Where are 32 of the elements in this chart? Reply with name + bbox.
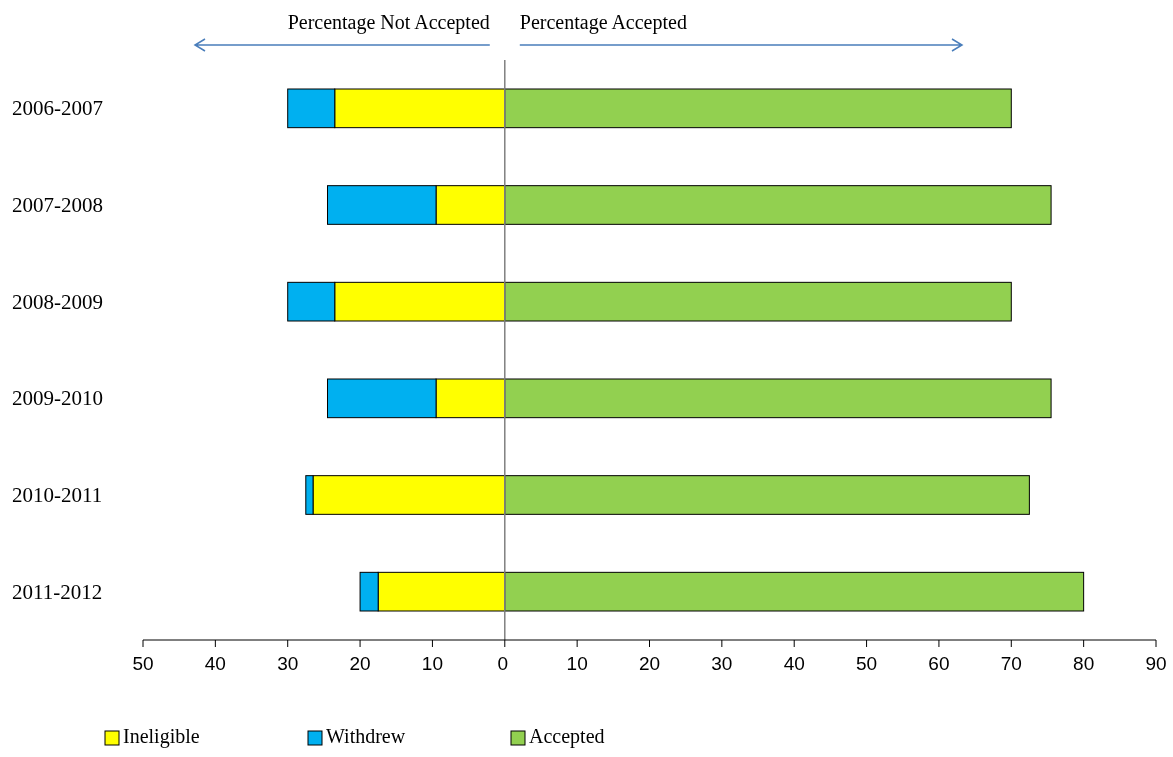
x-tick-label: 90 (1145, 653, 1167, 674)
y-tick-label: 2010-2011 (12, 483, 103, 507)
legend-label: Withdrew (326, 725, 406, 747)
text: Percentage Accepted (519, 11, 687, 34)
legend-label: Ineligible (123, 725, 200, 748)
bar (504, 88, 1012, 129)
bar (504, 281, 1012, 322)
x-tick-label: 30 (711, 653, 733, 674)
x-tick-label: 30 (277, 653, 299, 674)
bar (504, 378, 1052, 419)
y-tick-label: 2008-2009 (12, 289, 103, 314)
x-tick-label: 10 (566, 653, 588, 674)
x-tick-label: 80 (1073, 653, 1095, 674)
x-tick-label: 10 (421, 653, 443, 674)
x-tick-label: 20 (638, 653, 661, 674)
y-tick-label: 2007-2008 (12, 193, 103, 217)
x-tick-label: 20 (349, 653, 371, 674)
x-tick-label: 50 (132, 653, 154, 674)
y-tick-label: 2009-2010 (12, 386, 103, 411)
text: Percentage Not Accepted (287, 11, 490, 34)
bar (504, 571, 1085, 612)
x-tick-label: 70 (1000, 653, 1022, 674)
legend-label: Accepted (529, 725, 605, 748)
x-tick-label: 0 (497, 653, 509, 674)
bar (504, 185, 1052, 225)
y-tick-label: 2011-2012 (12, 579, 103, 604)
y-tick-label: 2006-2007 (12, 96, 103, 121)
x-tick-label: 50 (856, 653, 878, 674)
x-tick-label: 60 (928, 653, 950, 674)
x-tick-label: 40 (204, 653, 226, 674)
x-tick-label: 40 (783, 653, 805, 674)
bar (504, 475, 1030, 515)
